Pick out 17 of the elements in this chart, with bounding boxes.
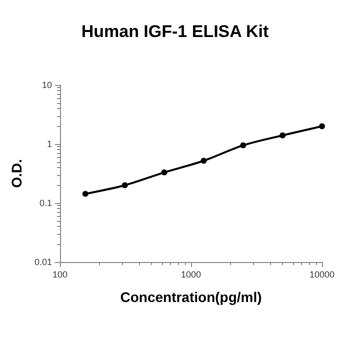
y-axis-title: O.D. [8, 159, 25, 188]
point [200, 158, 207, 164]
point [319, 123, 325, 130]
point [280, 132, 286, 138]
x-axis-title: Concentration(pg/ml) [120, 289, 262, 305]
point [240, 142, 246, 148]
y-tick-label: 0.01 [34, 257, 52, 267]
y-tick-label: 0.1 [39, 198, 52, 208]
point [122, 182, 128, 188]
point [161, 169, 168, 176]
y-tick-label: 1 [46, 139, 52, 149]
y-tick-label: 10 [42, 80, 52, 90]
point [82, 190, 88, 197]
x-tick-label: 10000 [309, 270, 335, 280]
chart-title: Human IGF-1 ELISA Kit [81, 22, 269, 41]
x-tick-label: 1000 [180, 270, 202, 280]
x-tick-label: 100 [52, 270, 68, 280]
